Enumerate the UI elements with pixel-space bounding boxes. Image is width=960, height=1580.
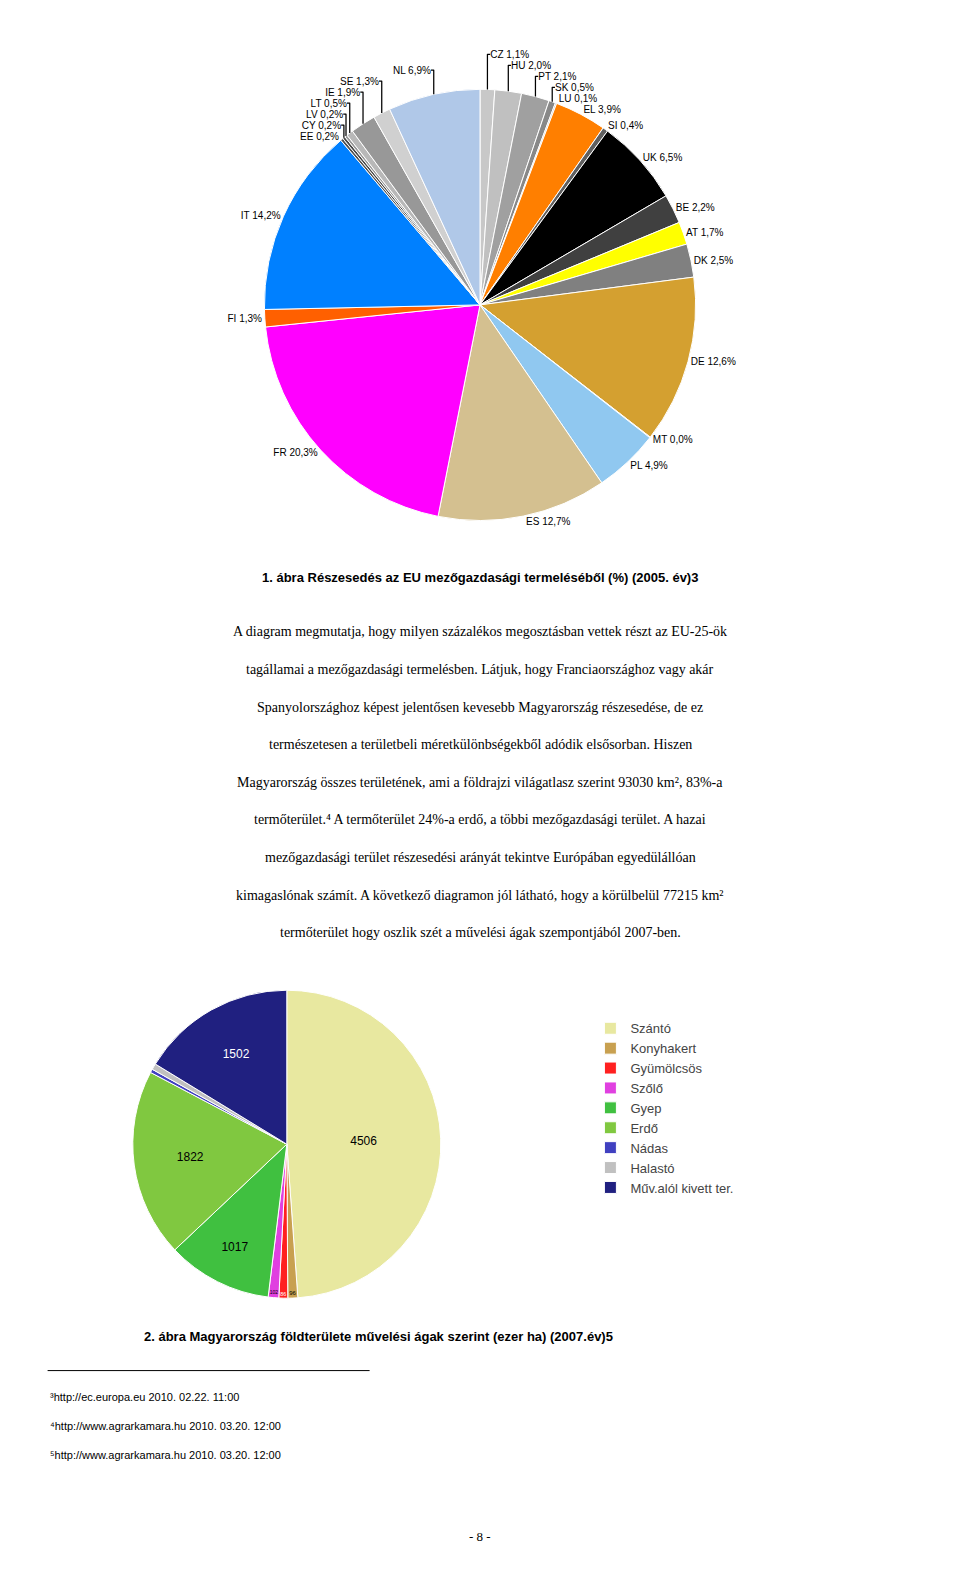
svg-text:LU 0,1%: LU 0,1% bbox=[559, 93, 597, 104]
svg-text:SK 0,5%: SK 0,5% bbox=[555, 82, 594, 93]
svg-text:termőterület hogy oszlik szét: termőterület hogy oszlik szét a művelési… bbox=[280, 925, 681, 940]
svg-text:Gyep: Gyep bbox=[630, 1101, 661, 1116]
svg-text:FI 1,3%: FI 1,3% bbox=[227, 313, 262, 324]
svg-text:Gyümölcsös: Gyümölcsös bbox=[630, 1061, 702, 1076]
svg-text:DK 2,5%: DK 2,5% bbox=[694, 255, 734, 266]
svg-text:MT 0,0%: MT 0,0% bbox=[653, 434, 693, 445]
svg-text:ES 12,7%: ES 12,7% bbox=[526, 516, 571, 527]
svg-text:természetesen a területbeli mé: természetesen a területbeli méretkülönbs… bbox=[269, 737, 692, 752]
svg-text:mezőgazdasági terület részesed: mezőgazdasági terület részesedési arányá… bbox=[265, 850, 696, 865]
svg-text:Erdő: Erdő bbox=[630, 1121, 657, 1136]
svg-text:LV 0,2%: LV 0,2% bbox=[306, 109, 343, 120]
svg-text:1. ábra Részesedés az EU mezőg: 1. ábra Részesedés az EU mezőgazdasági t… bbox=[262, 570, 698, 585]
svg-text:PL 4,9%: PL 4,9% bbox=[630, 460, 668, 471]
svg-text:LT 0,5%: LT 0,5% bbox=[311, 98, 347, 109]
svg-text:DE 12,6%: DE 12,6% bbox=[691, 356, 736, 367]
svg-text:A diagram megmutatja, hogy mil: A diagram megmutatja, hogy milyen százal… bbox=[233, 624, 727, 639]
svg-text:1502: 1502 bbox=[223, 1047, 250, 1061]
svg-text:Nádas: Nádas bbox=[630, 1141, 668, 1156]
svg-text:CY 0,2%: CY 0,2% bbox=[302, 120, 341, 131]
svg-text:- 8 -: - 8 - bbox=[469, 1529, 491, 1544]
svg-text:96: 96 bbox=[289, 1290, 296, 1296]
svg-text:IE 1,9%: IE 1,9% bbox=[325, 87, 360, 98]
svg-text:⁴http://www.agrarkamara.hu 201: ⁴http://www.agrarkamara.hu 2010. 03.20. … bbox=[50, 1420, 281, 1432]
svg-text:Konyhakert: Konyhakert bbox=[630, 1041, 696, 1056]
svg-text:PT 2,1%: PT 2,1% bbox=[538, 71, 576, 82]
svg-text:kimagaslónak számít. A követke: kimagaslónak számít. A következő diagram… bbox=[236, 888, 724, 903]
svg-text:4506: 4506 bbox=[350, 1134, 377, 1148]
svg-text:EE 0,2%: EE 0,2% bbox=[300, 131, 339, 142]
svg-text:HU 2,0%: HU 2,0% bbox=[511, 60, 551, 71]
svg-text:BE 2,2%: BE 2,2% bbox=[676, 202, 715, 213]
svg-text:Műv.alól kivett ter.: Műv.alól kivett ter. bbox=[630, 1181, 733, 1196]
svg-text:1017: 1017 bbox=[221, 1240, 248, 1254]
svg-text:102: 102 bbox=[270, 1289, 279, 1295]
svg-text:Magyarország összes területéne: Magyarország összes területének, ami a f… bbox=[237, 775, 723, 790]
svg-text:IT 14,2%: IT 14,2% bbox=[241, 210, 281, 221]
svg-text:EL 3,9%: EL 3,9% bbox=[583, 104, 621, 115]
svg-text:SE 1,3%: SE 1,3% bbox=[340, 76, 379, 87]
svg-text:2. ábra Magyarország földterül: 2. ábra Magyarország földterülete művelé… bbox=[144, 1329, 613, 1344]
svg-text:termőterület.⁴ A termőterület: termőterület.⁴ A termőterület 24%-a erdő… bbox=[254, 812, 706, 827]
svg-text:FR 20,3%: FR 20,3% bbox=[273, 447, 318, 458]
svg-text:UK 6,5%: UK 6,5% bbox=[643, 152, 683, 163]
svg-text:Szántó: Szántó bbox=[630, 1021, 670, 1036]
svg-text:tagállamai a mezőgazdasági ter: tagállamai a mezőgazdasági termelésben. … bbox=[246, 662, 714, 677]
svg-text:Szőlő: Szőlő bbox=[630, 1081, 663, 1096]
svg-text:NL 6,9%: NL 6,9% bbox=[393, 65, 431, 76]
svg-text:86: 86 bbox=[280, 1291, 286, 1297]
svg-text:SI 0,4%: SI 0,4% bbox=[608, 120, 643, 131]
svg-text:Spanyolországhoz képest jelent: Spanyolországhoz képest jelentősen keves… bbox=[257, 700, 703, 715]
svg-text:CZ 1,1%: CZ 1,1% bbox=[490, 49, 529, 60]
svg-text:1822: 1822 bbox=[177, 1150, 204, 1164]
svg-text:³http://ec.europa.eu 2010. 02.: ³http://ec.europa.eu 2010. 02.22. 11:00 bbox=[50, 1391, 239, 1403]
svg-text:⁵http://www.agrarkamara.hu 201: ⁵http://www.agrarkamara.hu 2010. 03.20. … bbox=[50, 1449, 281, 1461]
svg-text:AT 1,7%: AT 1,7% bbox=[686, 227, 724, 238]
svg-text:Halastó: Halastó bbox=[630, 1161, 674, 1176]
